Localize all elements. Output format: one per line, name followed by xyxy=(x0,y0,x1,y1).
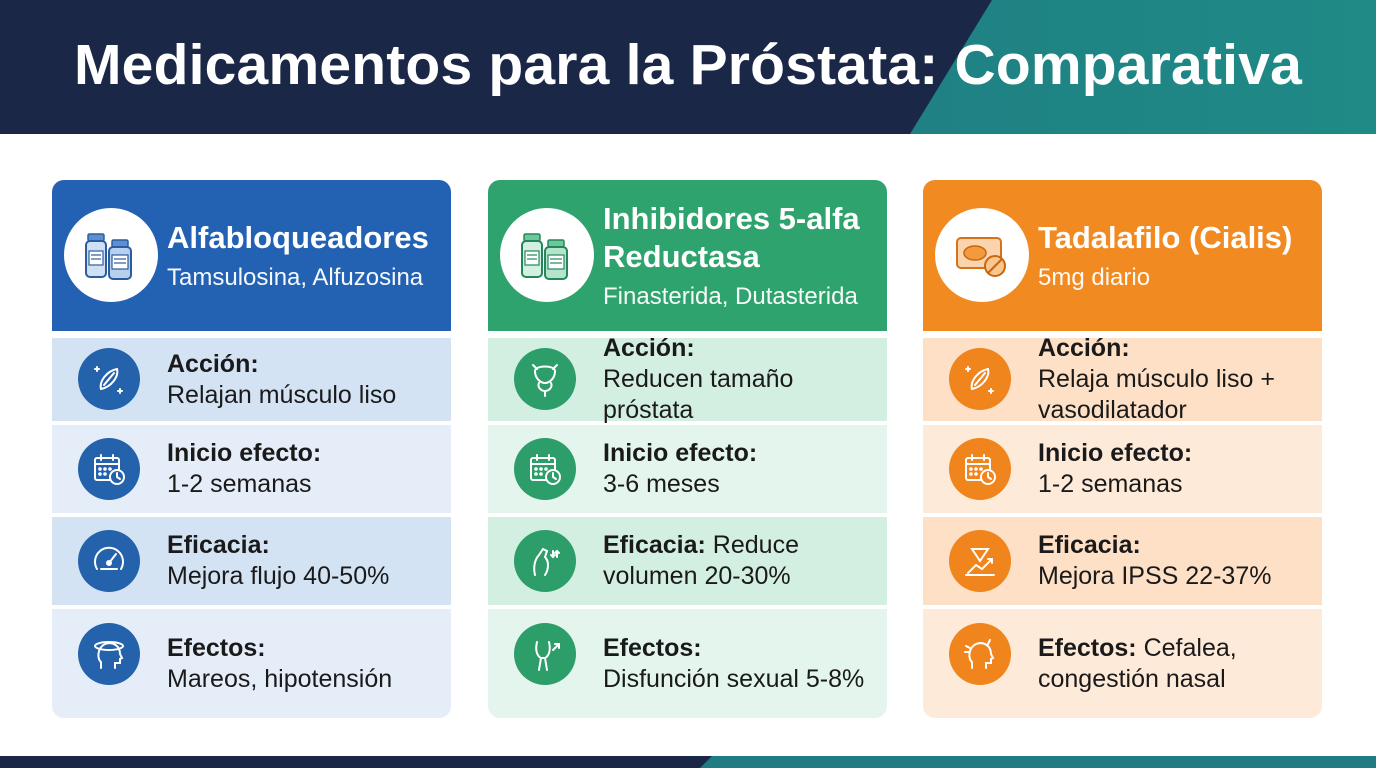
column-title: Alfabloqueadores xyxy=(167,219,429,255)
row-label: Acción: xyxy=(603,334,695,362)
calendar-clock-icon xyxy=(949,438,1011,500)
row-label: Inicio efecto: xyxy=(603,439,758,467)
headache-icon xyxy=(949,623,1011,685)
column-tadalafilo: Tadalafilo (Cialis) 5mg diario Acción: R… xyxy=(923,180,1322,718)
row-accion: Acción: Reducen tamaño próstata xyxy=(488,334,887,424)
row-inicio-efecto: Inicio efecto: 1-2 semanas xyxy=(923,425,1322,513)
row-label: Efectos: xyxy=(603,633,702,662)
row-label: Eficacia: xyxy=(167,531,270,559)
volume-reduction-icon xyxy=(514,530,576,592)
row-label: Efectos: xyxy=(1038,633,1137,662)
row-efectos: Efectos: Disfunción sexual 5-8% xyxy=(488,609,887,718)
row-eficacia: Eficacia: Reduce volumen 20-30% xyxy=(488,517,887,605)
column-subtitle: Finasterida, Dutasterida xyxy=(603,282,858,310)
row-value: 3-6 meses xyxy=(603,470,720,498)
column-alfabloqueadores: Alfabloqueadores Tamsulosina, Alfuzosina… xyxy=(52,180,451,718)
column-subtitle: Tamsulosina, Alfuzosina xyxy=(167,263,424,291)
row-value: Cefalea, congestión nasal xyxy=(1038,633,1237,693)
calendar-clock-icon xyxy=(514,438,576,500)
footer-band xyxy=(0,756,1376,768)
header-accent xyxy=(910,0,1376,134)
row-eficacia: Eficacia: Mejora flujo 40-50% xyxy=(52,517,451,605)
row-inicio-efecto: Inicio efecto: 3-6 meses xyxy=(488,425,887,513)
column-subtitle: 5mg diario xyxy=(1038,263,1151,291)
row-value: Mareos, hipotensión xyxy=(167,664,393,693)
column-header: Tadalafilo (Cialis) 5mg diario xyxy=(923,180,1322,331)
muscle-icon xyxy=(78,348,140,410)
row-label: Inicio efecto: xyxy=(167,439,322,467)
gauge-icon xyxy=(78,530,140,592)
column-title: Inhibidores 5-alfa Reductasa xyxy=(603,200,860,274)
row-label: Acción: xyxy=(167,349,259,378)
row-value: Relajan músculo liso xyxy=(167,380,397,409)
row-value: 1-2 semanas xyxy=(167,470,312,498)
pill-pack-icon xyxy=(935,208,1029,302)
medicine-bottles-icon xyxy=(64,208,158,302)
row-label: Inicio efecto: xyxy=(1038,439,1193,467)
row-inicio-efecto: Inicio efecto: 1-2 semanas xyxy=(52,425,451,513)
row-value: Mejora IPSS 22-37% xyxy=(1038,562,1272,590)
dizzy-head-icon xyxy=(78,623,140,685)
male-body-icon xyxy=(514,623,576,685)
page-title: Medicamentos para la Próstata: Comparati… xyxy=(74,33,1302,97)
chart-arrow-icon xyxy=(949,530,1011,592)
column-header: Alfabloqueadores Tamsulosina, Alfuzosina xyxy=(52,180,451,331)
prostate-icon xyxy=(514,348,576,410)
muscle-icon xyxy=(949,348,1011,410)
row-text: Eficacia: Reduce volumen 20-30% xyxy=(603,530,877,592)
row-accion: Acción: Relajan músculo liso xyxy=(52,338,451,421)
column-title: Tadalafilo (Cialis) xyxy=(1038,219,1293,255)
row-label: Eficacia: xyxy=(1038,531,1141,559)
row-eficacia: Eficacia: Mejora IPSS 22-37% xyxy=(923,517,1322,605)
medicine-bottles-icon xyxy=(500,208,594,302)
row-value: 1-2 semanas xyxy=(1038,470,1183,498)
row-label: Efectos: xyxy=(167,633,266,662)
row-value: Reduce volumen 20-30% xyxy=(603,531,799,590)
row-accion: Acción: Relaja músculo liso + vasodilata… xyxy=(923,334,1322,424)
row-text: Efectos: Cefalea, congestión nasal xyxy=(1038,633,1312,695)
row-value: Reducen tamaño próstata xyxy=(603,365,794,424)
footer-accent xyxy=(700,756,1376,768)
row-efectos: Efectos: Cefalea, congestión nasal xyxy=(923,609,1322,718)
row-value: Relaja músculo liso + vasodilatador xyxy=(1038,365,1275,424)
row-label: Eficacia: xyxy=(603,531,706,559)
column-inhibidores-5-alfa: Inhibidores 5-alfa Reductasa Finasterida… xyxy=(488,180,887,718)
column-header: Inhibidores 5-alfa Reductasa Finasterida… xyxy=(488,180,887,331)
calendar-clock-icon xyxy=(78,438,140,500)
header-banner: Medicamentos para la Próstata: Comparati… xyxy=(0,0,1376,134)
row-value: Disfunción sexual 5-8% xyxy=(603,664,865,693)
row-label: Acción: xyxy=(1038,334,1130,362)
row-value: Mejora flujo 40-50% xyxy=(167,562,390,590)
row-efectos: Efectos: Mareos, hipotensión xyxy=(52,609,451,718)
